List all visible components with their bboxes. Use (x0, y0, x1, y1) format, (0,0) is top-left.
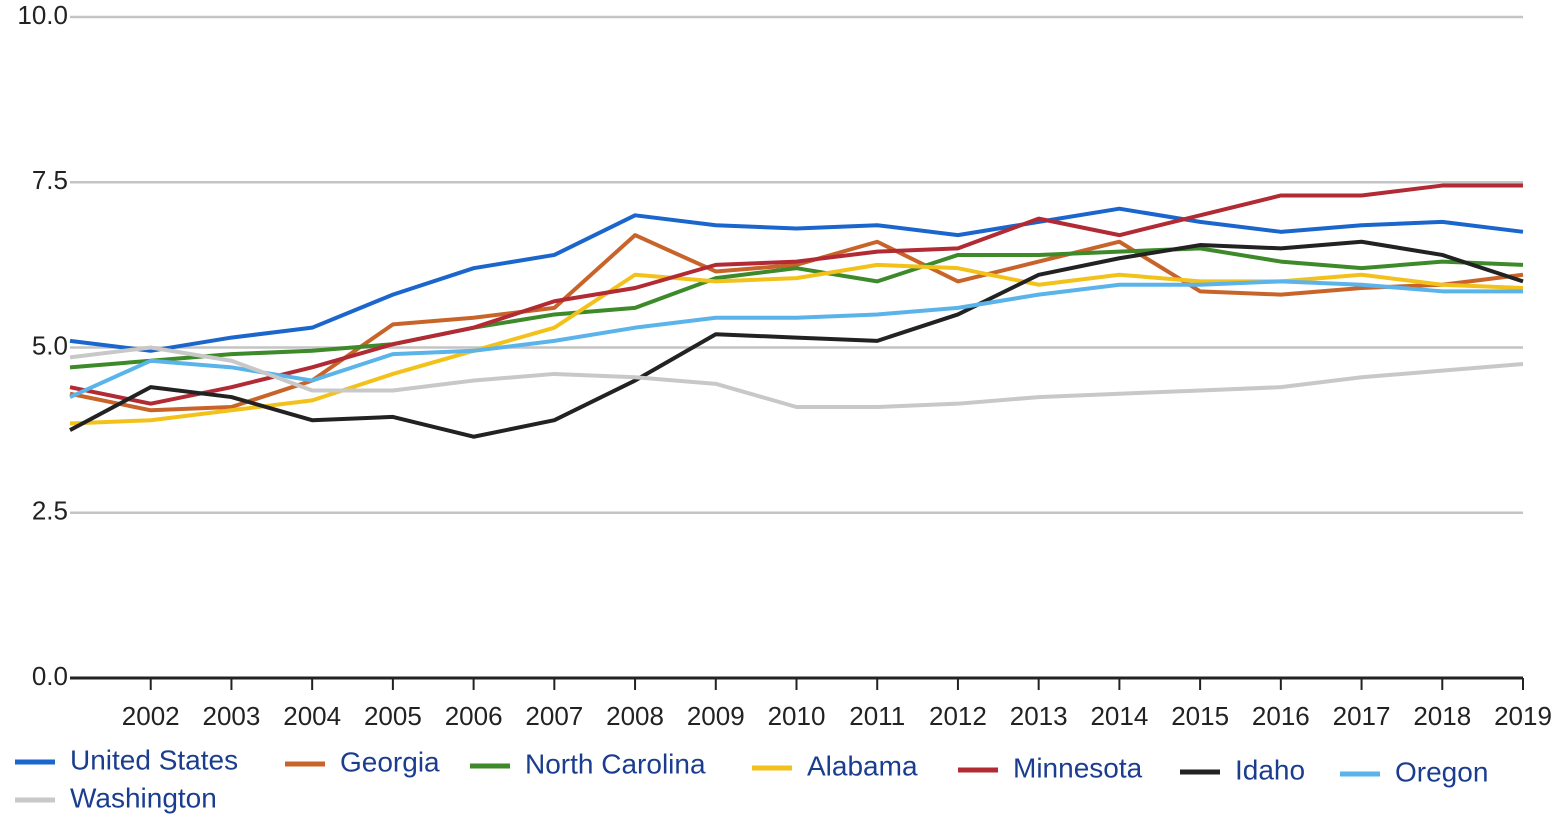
x-tick-label: 2017 (1333, 701, 1391, 731)
x-tick-label: 2003 (203, 701, 261, 731)
series-line (69, 206, 1524, 353)
series-line (69, 239, 1524, 439)
x-tick-label: 2019 (1494, 701, 1552, 731)
legend-label: Washington (70, 782, 217, 813)
legend-label: Alabama (807, 750, 918, 781)
y-tick-label: 2.5 (32, 496, 68, 526)
x-tick-label: 2002 (122, 701, 180, 731)
x-tick-label: 2014 (1090, 701, 1148, 731)
x-tick-label: 2013 (1010, 701, 1068, 731)
legend-label: North Carolina (525, 748, 706, 779)
x-tick-label: 2016 (1252, 701, 1310, 731)
legend-label: United States (70, 744, 238, 775)
series-line (69, 183, 1523, 406)
x-tick-label: 2004 (283, 701, 341, 731)
series-line (69, 262, 1524, 426)
x-tick-label: 2006 (445, 701, 503, 731)
x-tick-label: 2009 (687, 701, 745, 731)
x-tick-label: 2008 (606, 701, 664, 731)
series-line (69, 345, 1524, 409)
legend-label: Minnesota (1013, 752, 1143, 783)
x-tick-label: 2011 (849, 701, 905, 731)
x-tick-label: 2007 (525, 701, 583, 731)
series-line (69, 279, 1523, 399)
y-tick-label: 0.0 (32, 661, 68, 691)
y-tick-label: 10.0 (17, 0, 68, 30)
x-tick-label: 2018 (1413, 701, 1471, 731)
x-tick-label: 2015 (1171, 701, 1229, 731)
x-tick-label: 2005 (364, 701, 422, 731)
x-tick-label: 2010 (768, 701, 826, 731)
legend-label: Idaho (1235, 754, 1305, 785)
legend-label: Oregon (1395, 756, 1488, 787)
series-line (69, 246, 1524, 370)
x-tick-label: 2012 (929, 701, 987, 731)
y-tick-label: 7.5 (32, 165, 68, 195)
y-tick-label: 5.0 (32, 330, 68, 360)
legend-label: Georgia (340, 746, 440, 777)
